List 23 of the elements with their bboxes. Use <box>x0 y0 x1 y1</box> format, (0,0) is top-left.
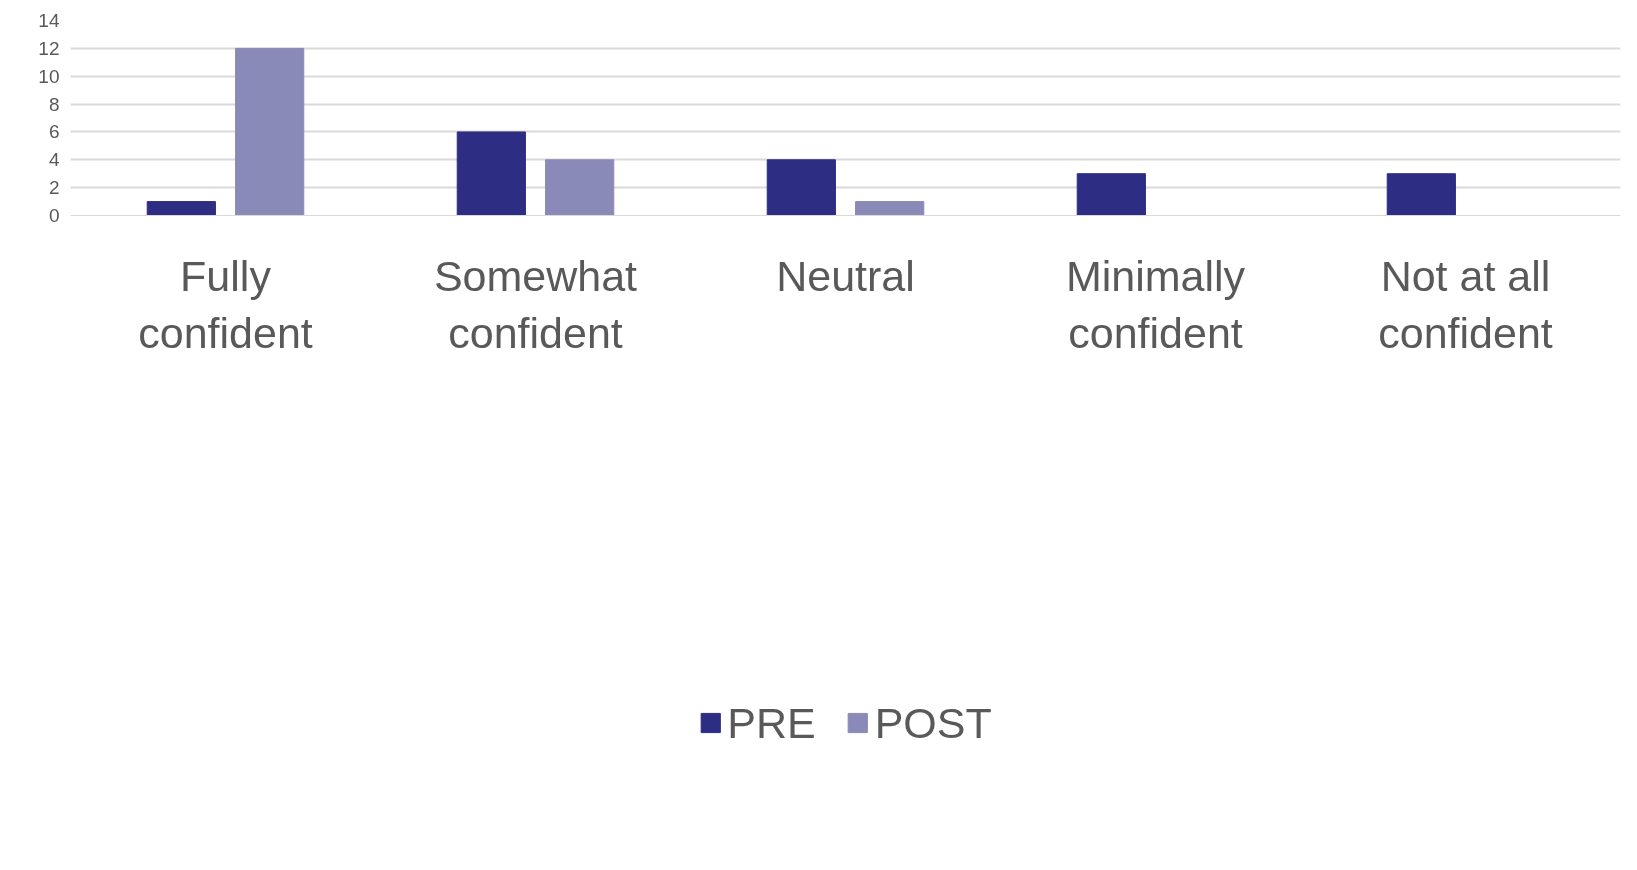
bar <box>456 131 526 216</box>
x-tick-label: Not at all confident <box>1378 251 1553 358</box>
y-tick-label: 4 <box>48 149 60 171</box>
y-tick-label: 8 <box>48 93 60 115</box>
y-tick-label: 6 <box>48 121 60 143</box>
x-tick-label: Somewhat confident <box>433 251 638 358</box>
bar <box>766 159 836 216</box>
legend-label: PRE <box>727 698 816 748</box>
y-tick-label: 10 <box>38 65 60 87</box>
bar <box>1386 173 1456 216</box>
x-tick-label: Neutral <box>776 251 915 300</box>
y-tick-label: 0 <box>48 205 60 226</box>
bar <box>545 159 615 216</box>
bar <box>1076 173 1146 216</box>
y-tick-label: 12 <box>38 37 60 59</box>
x-tick-label: Fully confident <box>138 251 313 358</box>
y-tick-label: 14 <box>38 10 60 31</box>
legend-label: POST <box>874 698 992 748</box>
y-tick-label: 2 <box>48 177 60 199</box>
bar <box>146 201 216 216</box>
x-tick-label: Minimally confident <box>1065 251 1246 358</box>
bar <box>235 47 305 216</box>
bar <box>855 201 925 216</box>
